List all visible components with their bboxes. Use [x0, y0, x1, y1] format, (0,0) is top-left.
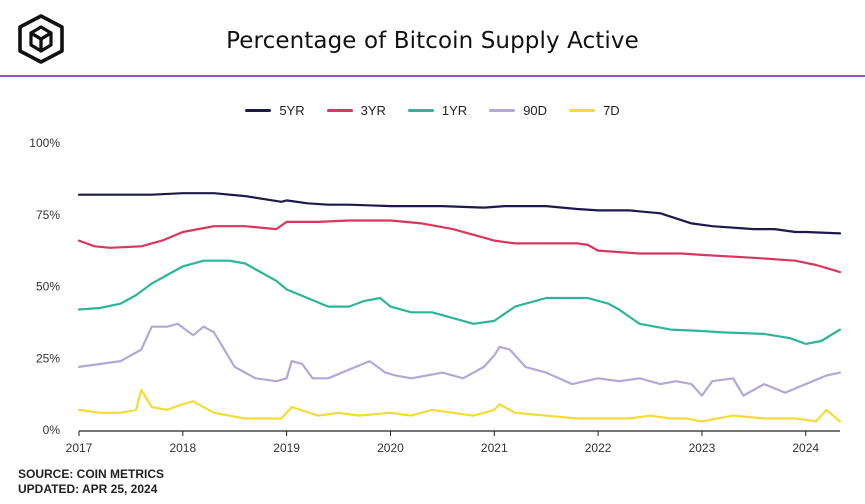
series-line-90d	[77, 322, 842, 397]
x-tick-label: 2023	[689, 441, 716, 455]
legend-label: 1YR	[441, 103, 468, 118]
legend-item-1yr: 1YR	[407, 103, 468, 118]
chart-legend: 5YR 3YR 1YR 90D 7D	[0, 103, 865, 118]
series-line-5yr	[77, 192, 842, 235]
series-line-3yr	[77, 219, 842, 274]
x-tick-label: 2021	[481, 441, 508, 455]
legend-label: 3YR	[360, 103, 386, 118]
x-tick-label: 2020	[377, 441, 404, 455]
legend-item-5yr: 5YR	[245, 103, 305, 118]
legend-swatch	[245, 109, 272, 112]
y-tick-label: 25%	[36, 351, 60, 365]
legend-swatch	[326, 109, 353, 112]
chart-title: Percentage of Bitcoin Supply Active	[226, 28, 639, 54]
y-tick-label: 75%	[36, 208, 60, 222]
legend-item-3yr: 3YR	[326, 103, 386, 118]
series-line-7d	[77, 388, 842, 423]
legend-label: 5YR	[279, 103, 305, 118]
x-tick-label: 2017	[66, 441, 93, 455]
x-tick-label: 2024	[792, 441, 819, 455]
x-tick-label: 2022	[585, 441, 612, 455]
legend-label: 90D	[523, 103, 548, 118]
y-tick-label: 0%	[43, 423, 61, 437]
legend-swatch	[569, 109, 596, 112]
legend-swatch	[489, 109, 516, 112]
legend-item-90d: 90D	[489, 103, 547, 118]
updated-note: UPDATED: APR 25, 2024	[18, 482, 158, 496]
legend-item-7d: 7D	[569, 103, 620, 118]
series-line-1yr	[77, 259, 842, 345]
y-tick-label: 100%	[29, 136, 60, 150]
header-divider	[0, 75, 865, 77]
legend-label: 7D	[603, 103, 620, 118]
x-tick-label: 2019	[273, 441, 300, 455]
x-tick-label: 2018	[169, 441, 196, 455]
y-tick-label: 50%	[36, 280, 60, 294]
chart-header: Percentage of Bitcoin Supply Active	[0, 0, 865, 78]
legend-swatch	[407, 109, 434, 112]
chart-footer: SOURCE: COIN METRICS UPDATED: APR 25, 20…	[18, 467, 164, 497]
source-note: SOURCE: COIN METRICS	[18, 467, 165, 481]
the-block-logo-icon	[18, 14, 64, 64]
